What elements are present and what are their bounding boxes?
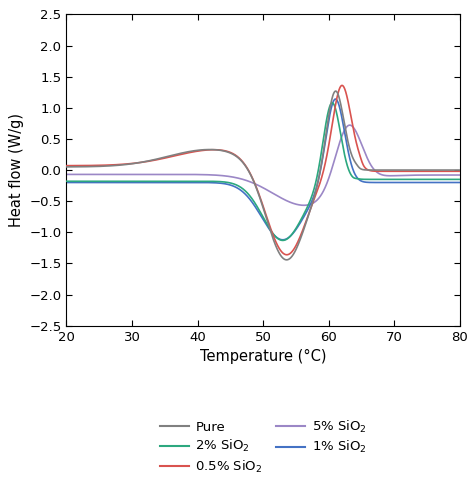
Legend: Pure, 2% SiO$_2$, 0.5% SiO$_2$, 5% SiO$_2$, 1% SiO$_2$: Pure, 2% SiO$_2$, 0.5% SiO$_2$, 5% SiO$_… xyxy=(155,413,372,479)
Y-axis label: Heat flow (W/g): Heat flow (W/g) xyxy=(9,113,24,227)
X-axis label: Temperature (°C): Temperature (°C) xyxy=(200,349,326,364)
